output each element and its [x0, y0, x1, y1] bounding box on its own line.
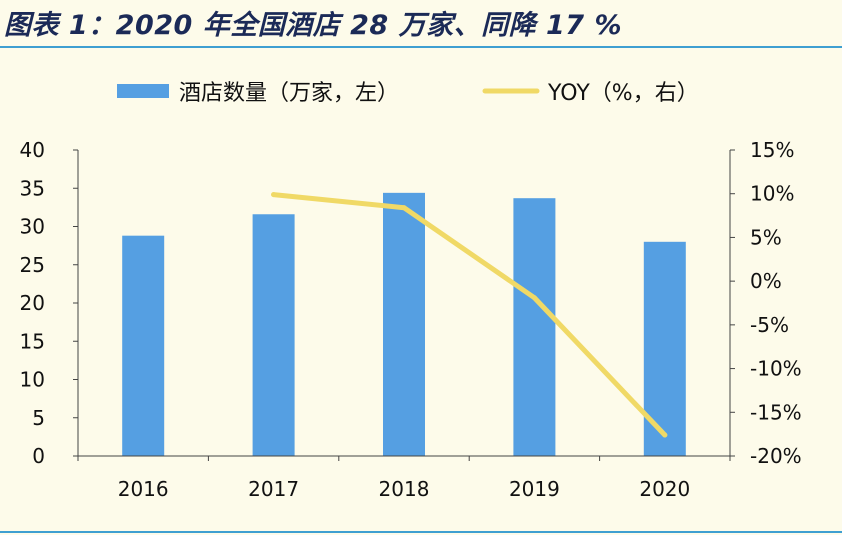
- legend: 酒店数量（万家，左） YOY（%，右）: [117, 81, 699, 106]
- axes: 0 5 10 15 20 25 30 35 40 -20% -15% -10% -5% 0% 5% 10% 15…: [20, 138, 802, 501]
- x-tick-label: 2018: [379, 477, 430, 501]
- right-tick-label: 0%: [750, 269, 782, 293]
- legend-bar-label: 酒店数量（万家，左）: [179, 81, 399, 106]
- bar-2019: [513, 198, 556, 456]
- right-tick-label: -15%: [750, 400, 802, 424]
- yoy-point-2017: [271, 192, 277, 198]
- left-tick-label: 25: [20, 253, 45, 277]
- legend-line-label: YOY（%，右）: [547, 81, 699, 106]
- yoy-line: [271, 192, 668, 438]
- left-tick-label: 5: [32, 406, 45, 430]
- right-tick-label: 15%: [750, 138, 794, 162]
- top-divider: [0, 46, 842, 48]
- yoy-point-2020: [662, 432, 668, 438]
- left-tick-label: 20: [20, 291, 45, 315]
- x-tick-label: 2019: [509, 477, 560, 501]
- bar-2017: [252, 214, 295, 456]
- right-tick-label: 5%: [750, 225, 782, 249]
- left-tick-label: 30: [20, 215, 45, 239]
- yoy-point-2019: [531, 295, 537, 301]
- right-tick-label: -5%: [750, 313, 789, 337]
- right-tick-label: -20%: [750, 444, 802, 468]
- bar-series: [122, 192, 686, 456]
- legend-bar-swatch: [117, 84, 169, 98]
- bar-2016: [122, 235, 165, 456]
- right-tick-label: 10%: [750, 182, 794, 206]
- figure-title: 图表 1：2020 年全国酒店 28 万家、同降 17 %: [4, 10, 623, 41]
- right-tick-label: -10%: [750, 357, 802, 381]
- bar-2018: [383, 192, 425, 456]
- left-tick-label: 10: [20, 368, 45, 392]
- left-tick-label: 35: [20, 176, 45, 200]
- left-tick-label: 40: [20, 138, 45, 162]
- left-tick-label: 15: [20, 329, 45, 353]
- line-series: [271, 192, 668, 438]
- left-tick-label: 0: [32, 444, 45, 468]
- bar-2020: [643, 241, 686, 456]
- yoy-point-2018: [401, 205, 407, 211]
- x-tick-label: 2017: [248, 477, 299, 501]
- x-tick-label: 2020: [639, 477, 690, 501]
- bottom-divider: [0, 531, 842, 533]
- x-tick-label: 2016: [118, 477, 169, 501]
